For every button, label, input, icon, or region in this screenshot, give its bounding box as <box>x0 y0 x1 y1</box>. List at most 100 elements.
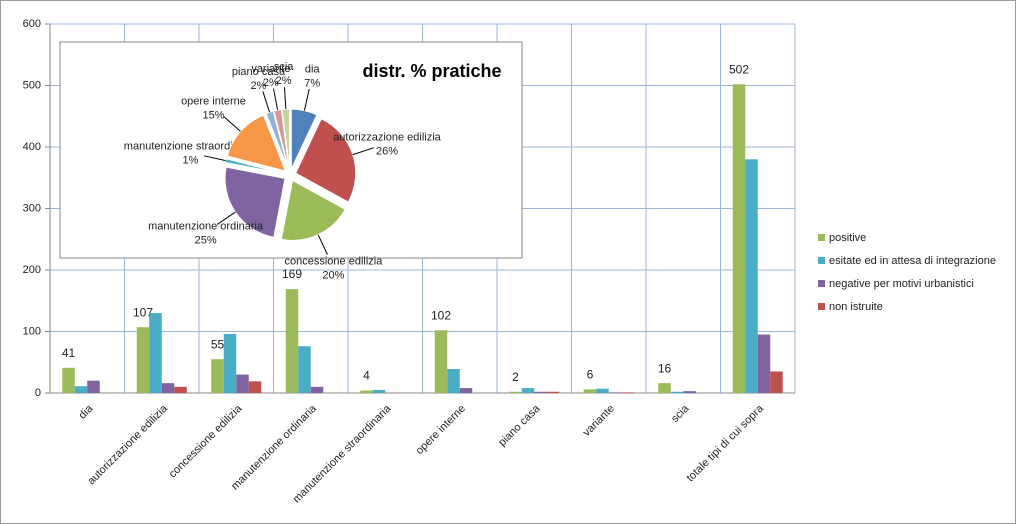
pie-label-value: 26% <box>376 145 398 157</box>
pie-label-value: 25% <box>195 234 217 246</box>
bar <box>74 386 88 393</box>
leader-line <box>273 88 279 111</box>
pie-label-value: 1% <box>183 155 199 167</box>
leader-line <box>352 147 374 156</box>
bar <box>509 391 522 393</box>
pie-slice <box>224 166 286 238</box>
pie-label: manutenzione straordinaria 1% <box>124 141 258 167</box>
pie-slice <box>226 114 287 172</box>
bar <box>310 386 324 393</box>
bar <box>608 392 622 393</box>
pie-label: piano casa 2% <box>232 66 286 92</box>
leader-line <box>283 87 287 110</box>
pie-label-value: 2% <box>251 80 267 92</box>
data-label: 2 <box>512 370 519 384</box>
bar <box>583 389 597 393</box>
pie-label: scia 2% <box>274 61 294 87</box>
data-label: 102 <box>431 308 451 322</box>
y-tick-label: 500 <box>23 79 41 91</box>
pie-label-name: variante <box>251 63 290 75</box>
pie-label-value: 2% <box>263 77 279 89</box>
pie-label-name: piano casa <box>232 66 286 78</box>
pie-label: manutenzione ordinaria 25% <box>148 220 264 246</box>
pie-label-name: opere interne <box>181 95 246 107</box>
bar <box>770 371 783 393</box>
leader-line <box>262 91 271 113</box>
bar <box>149 313 162 393</box>
pie-label-name: manutenzione straordinaria <box>124 141 258 153</box>
bar <box>745 159 758 393</box>
bar <box>621 392 634 393</box>
pie-label: variante 2% <box>251 63 290 89</box>
pie-label-name: autorizzazione edilizia <box>333 131 441 143</box>
pie-slice <box>290 108 318 170</box>
pie-slice <box>224 158 285 175</box>
legend-swatch <box>818 280 825 287</box>
bar <box>62 367 75 393</box>
leader-line <box>317 234 328 255</box>
y-tick-label: 600 <box>23 18 41 30</box>
pie-slice <box>265 110 289 170</box>
pie-label-value: 15% <box>202 109 224 121</box>
legend-label: negative per motivi urbanistici <box>829 278 974 290</box>
bar <box>732 84 746 394</box>
bar <box>434 330 448 393</box>
bar <box>211 359 224 393</box>
bar <box>521 388 535 393</box>
pie-label-name: concessione edilizia <box>285 255 384 267</box>
data-label: 6 <box>587 367 594 381</box>
pie-label-name: dia <box>305 63 321 75</box>
pie-title: distr. % pratiche <box>362 61 501 81</box>
bar <box>757 334 771 393</box>
bar <box>174 386 187 393</box>
bar <box>236 374 249 393</box>
pie-label-name: manutenzione ordinaria <box>148 220 264 232</box>
legend-label: positive <box>829 232 866 244</box>
y-tick-label: 300 <box>23 202 41 214</box>
data-label: 502 <box>729 62 749 76</box>
pie-label: autorizzazione edilizia 26% <box>333 131 441 157</box>
y-tick-label: 200 <box>23 264 41 276</box>
bar <box>658 383 671 393</box>
bar <box>670 391 684 393</box>
pie-label-value: 20% <box>322 269 344 281</box>
pie-slice <box>280 179 346 241</box>
bar <box>285 289 299 393</box>
bar <box>459 388 473 393</box>
bar <box>534 391 547 393</box>
pie-label-value: 7% <box>304 77 320 89</box>
leader-line <box>223 116 241 132</box>
bar <box>360 390 373 393</box>
pie-label-name: scia <box>274 61 294 73</box>
data-label: 16 <box>658 361 672 375</box>
bar <box>546 391 560 393</box>
bar <box>372 389 386 393</box>
legend-swatch <box>818 303 825 310</box>
data-label: 41 <box>62 346 76 360</box>
pie-label: dia 7% <box>304 63 320 89</box>
pie-label: opere interne 15% <box>181 95 246 121</box>
bar <box>298 346 311 393</box>
data-label: 55 <box>211 337 225 351</box>
bar <box>248 381 262 393</box>
leader-line <box>216 211 236 225</box>
data-label: 4 <box>363 369 370 383</box>
y-tick-label: 400 <box>23 141 41 153</box>
legend-label: esitate ed in attesa di integrazione <box>829 255 996 267</box>
data-label: 107 <box>133 305 153 319</box>
y-tick-label: 0 <box>35 387 41 399</box>
legend-swatch <box>818 257 825 264</box>
bar <box>596 388 609 393</box>
data-label: 169 <box>282 267 302 281</box>
bar <box>136 327 150 393</box>
pie-label-value: 2% <box>276 75 292 87</box>
legend-label: non istruite <box>829 301 883 313</box>
bar <box>447 369 460 393</box>
bar <box>223 333 237 393</box>
leader-line <box>204 155 226 162</box>
pie-label: concessione edilizia 20% <box>285 255 384 281</box>
bar <box>683 391 696 393</box>
leader-line <box>303 89 310 111</box>
legend-swatch <box>818 234 825 241</box>
